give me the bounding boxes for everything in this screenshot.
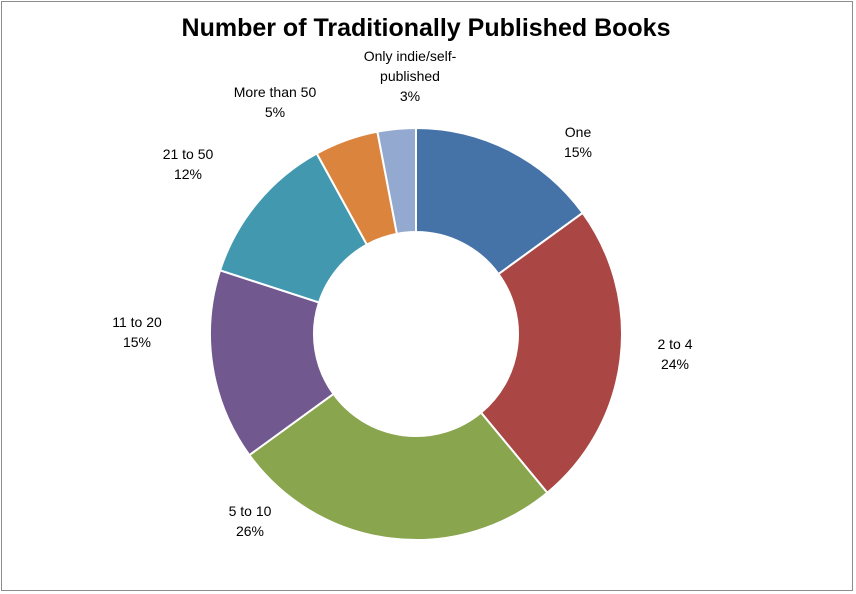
slice-label-4: 11 to 20 15% [112, 314, 162, 350]
slice-7 [376, 126, 417, 235]
slice-label-5: 21 to 50 12% [163, 146, 214, 182]
slice-label-2: 2 to 4 24% [657, 336, 692, 372]
chart-title: Number of Traditionally Published Books [181, 14, 671, 42]
slice-label-6: More than 50 5% [234, 84, 317, 120]
slice-1 [415, 126, 585, 276]
slice-label-1: One 15% [564, 124, 592, 160]
slice-4 [209, 269, 335, 457]
slice-2 [479, 211, 623, 495]
slice-3 [247, 392, 549, 541]
slice-label-7: Only indie/self-published 3% [364, 48, 457, 104]
slice-label-3: 5 to 10 26% [229, 503, 272, 539]
